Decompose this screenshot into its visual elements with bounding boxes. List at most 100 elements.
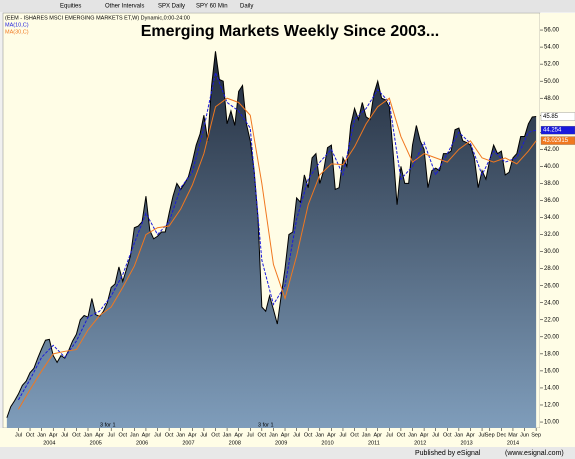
x-tick-label: Apr [234,432,243,438]
toolbar-item[interactable]: Other Intervals [105,4,144,10]
price-tag [540,136,575,145]
y-tick-label: 12.00 [544,403,560,409]
y-tick-label: 34.00 [544,215,560,221]
x-tick-label: Apr [420,432,429,438]
year-label: 2011 [368,440,380,446]
x-tick-label: Oct [72,432,81,438]
legend-entry: (EEM - ISHARES MSCI EMERGING MARKETS ET,… [5,15,190,21]
x-tick-label: Oct [26,432,35,438]
x-tick-label: Jan [37,432,46,438]
x-tick-label: Apr [281,432,290,438]
x-tick-label: Jul [339,432,346,438]
x-tick-label: Apr [95,432,104,438]
year-label: 2009 [275,440,287,446]
x-tick-label: Jul [247,432,254,438]
x-tick-label: Sep [531,432,541,438]
x-tick-label: Apr [373,432,382,438]
year-label: 2013 [460,440,472,446]
x-tick-label: Mar [508,432,518,438]
x-tick-label: Jan [408,432,417,438]
x-tick-label: Jan [315,432,324,438]
x-tick-label: Sep [485,432,495,438]
price-tag-label: 43.02915 [543,138,569,144]
year-label: 2012 [414,440,426,446]
x-tick-label: Jul [15,432,22,438]
toolbar-item[interactable]: SPY 60 Min [196,4,228,10]
year-label: 2006 [136,440,148,446]
ma-line [18,70,537,401]
y-tick-label: 16.00 [544,368,560,374]
year-label: 2005 [90,440,102,446]
x-tick-label: Oct [443,432,452,438]
y-axis-area [540,13,575,428]
x-tick-label: Jan [362,432,371,438]
toolbar-item[interactable]: Daily [240,4,253,10]
price-tag-label: 44.254 [543,128,562,134]
y-tick-label: 40.00 [544,164,560,170]
x-tick-label: Jan [176,432,185,438]
legend-entry: MA(10,C) [5,22,29,28]
price-tag [540,125,575,135]
x-tick-label: Dec [496,432,506,438]
x-tick-label: Jul [479,432,486,438]
legend-entry: MA(30,C) [5,29,29,35]
y-tick-label: 14.00 [544,386,560,392]
y-tick-label: 28.00 [544,266,560,272]
year-label: 2014 [507,440,519,446]
y-tick-label: 56.00 [544,28,560,34]
x-tick-label: Apr [188,432,197,438]
x-tick-label: Jan [84,432,93,438]
chart-title: Emerging Markets Weekly Since 2003... [141,23,440,40]
x-tick-label: Jul [432,432,439,438]
annotation: 3 for 1 [100,422,116,428]
y-tick-label: 52.00 [544,62,560,68]
y-tick-label: 20.00 [544,334,560,340]
x-tick-label: Jul [108,432,115,438]
footer-text: (www.esignal.com) [505,450,564,457]
x-tick-label: Jul [386,432,393,438]
x-tick-label: Oct [350,432,359,438]
year-label: 2008 [229,440,241,446]
y-tick-label: 30.00 [544,249,560,255]
x-tick-label: Jan [269,432,278,438]
y-tick-label: 38.00 [544,181,560,187]
x-tick-label: Jul [61,432,68,438]
toolbar [0,0,575,12]
x-tick-label: Jan [130,432,139,438]
year-label: 2010 [321,440,333,446]
x-tick-label: Jan [454,432,463,438]
price-area [6,51,537,428]
price-tag [540,112,575,121]
x-tick-label: Jan [223,432,232,438]
y-tick-label: 24.00 [544,300,560,306]
y-tick-label: 10.00 [544,420,560,426]
toolbar-item[interactable]: Equities [60,4,81,10]
x-tick-label: Jul [154,432,161,438]
y-tick-label: 42.00 [544,147,560,153]
x-tick-label: Oct [304,432,313,438]
x-tick-label: Oct [258,432,267,438]
annotation: 3 for 1 [258,422,274,428]
y-tick-label: 26.00 [544,283,560,289]
x-tick-label: Oct [165,432,174,438]
price-tag-label: 45.85 [543,114,559,120]
year-label: 2007 [182,440,194,446]
x-tick-label: Jul [200,432,207,438]
y-tick-label: 32.00 [544,232,560,238]
x-tick-label: Oct [211,432,220,438]
x-tick-label: Oct [118,432,127,438]
x-tick-label: Apr [327,432,336,438]
x-tick-label: Apr [142,432,151,438]
year-label: 2004 [43,440,55,446]
y-tick-label: 50.00 [544,79,560,85]
y-tick-label: 18.00 [544,351,560,357]
y-tick-label: 54.00 [544,45,560,51]
y-tick-label: 36.00 [544,198,560,204]
y-tick-label: 48.00 [544,96,560,102]
footer-text: Published by eSignal [415,450,481,457]
toolbar-item[interactable]: SPX Daily [158,4,185,10]
ma-line [18,97,537,410]
footer [0,447,575,459]
x-tick-label: Jul [293,432,300,438]
